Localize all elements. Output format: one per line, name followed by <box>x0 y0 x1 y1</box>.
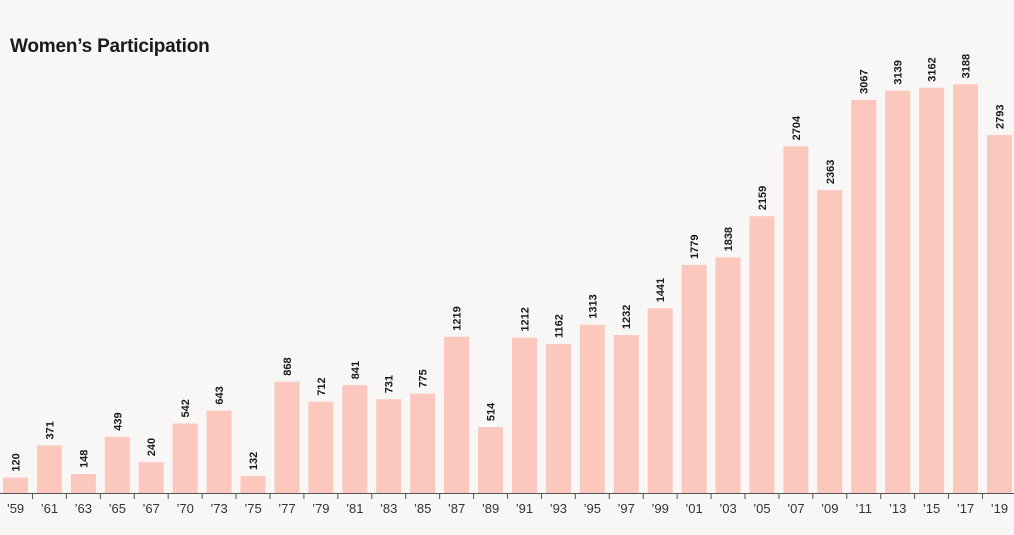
value-label-20: 1779 <box>689 234 701 258</box>
x-tick-label-25: ’11 <box>856 501 872 516</box>
value-label-27: 3162 <box>927 57 939 81</box>
bar-25 <box>851 99 877 493</box>
x-tick-label-18: ’97 <box>618 501 635 516</box>
x-tick-label-24: ’09 <box>821 501 838 516</box>
x-tick-label-28: ’17 <box>957 501 974 516</box>
value-label-24: 2363 <box>825 160 837 184</box>
value-label-13: 1219 <box>452 306 464 330</box>
bar-7 <box>240 476 266 493</box>
value-label-25: 3067 <box>859 69 871 93</box>
x-tick-label-22: ’05 <box>753 501 770 516</box>
bar-12 <box>410 393 436 493</box>
x-tick-label-29: ’19 <box>991 501 1008 516</box>
bar-2 <box>70 474 96 493</box>
bar-5 <box>172 423 198 493</box>
x-tick-label-27: ’15 <box>923 501 940 516</box>
bar-26 <box>885 90 911 494</box>
bar-8 <box>274 381 300 493</box>
x-tick-label-13: ’87 <box>448 501 465 516</box>
value-label-26: 3139 <box>893 60 905 84</box>
bar-1 <box>36 445 62 493</box>
value-label-6: 643 <box>214 386 226 404</box>
value-label-18: 1232 <box>621 305 633 329</box>
bar-3 <box>104 436 130 493</box>
x-tick-label-19: ’99 <box>651 501 668 516</box>
bar-19 <box>647 308 673 493</box>
x-tick-label-20: ’01 <box>685 501 702 516</box>
bar-24 <box>817 190 843 493</box>
value-label-29: 2793 <box>994 105 1006 129</box>
bar-0 <box>3 477 28 493</box>
value-label-5: 542 <box>180 399 192 417</box>
x-tick-label-21: ’03 <box>719 501 736 516</box>
bar-29 <box>986 134 1012 494</box>
x-tick-label-10: ’81 <box>346 501 363 516</box>
x-tick-label-8: ’77 <box>278 501 295 516</box>
x-tick-label-0: ’59 <box>7 501 24 516</box>
bar-20 <box>681 264 707 493</box>
value-label-10: 841 <box>350 361 362 379</box>
value-label-21: 1838 <box>723 227 735 251</box>
value-label-7: 132 <box>248 452 260 470</box>
value-label-4: 240 <box>146 438 158 456</box>
bar-21 <box>715 257 741 493</box>
x-tick-label-17: ’95 <box>584 501 601 516</box>
value-label-14: 514 <box>486 402 498 421</box>
bar-23 <box>783 146 809 493</box>
value-label-11: 731 <box>384 375 396 393</box>
bar-14 <box>478 427 504 493</box>
x-tick-label-15: ’91 <box>516 501 533 516</box>
value-label-19: 1441 <box>655 278 667 302</box>
bar-16 <box>545 344 571 493</box>
bar-17 <box>579 324 605 493</box>
value-label-23: 2704 <box>791 115 803 140</box>
bar-10 <box>342 385 368 493</box>
x-tick-label-7: ’75 <box>244 501 261 516</box>
x-tick-label-4: ’67 <box>143 501 160 516</box>
x-tick-label-2: ’63 <box>75 501 92 516</box>
bar-13 <box>444 336 470 493</box>
value-label-16: 1162 <box>553 314 565 338</box>
x-tick-label-11: ’83 <box>380 501 397 516</box>
chart-title: Women’s Participation <box>10 36 210 57</box>
value-label-2: 148 <box>78 450 90 468</box>
x-tick-label-9: ’79 <box>312 501 329 516</box>
bar-9 <box>308 401 334 493</box>
value-label-15: 1212 <box>519 307 531 331</box>
value-label-8: 868 <box>282 357 294 375</box>
value-label-28: 3188 <box>961 54 973 78</box>
value-label-9: 712 <box>316 377 328 395</box>
x-tick-label-5: ’70 <box>176 501 193 516</box>
value-label-22: 2159 <box>757 186 769 210</box>
bar-4 <box>138 462 164 493</box>
bar-18 <box>613 335 639 493</box>
value-label-3: 439 <box>112 412 124 430</box>
x-tick-label-23: ’07 <box>787 501 804 516</box>
bar-22 <box>749 216 775 494</box>
x-tick-label-1: ’61 <box>41 501 58 516</box>
bar-27 <box>919 87 945 494</box>
value-label-1: 371 <box>44 421 56 439</box>
value-label-12: 775 <box>418 369 430 387</box>
bar-15 <box>511 337 537 493</box>
bar-11 <box>376 399 402 493</box>
bar-28 <box>953 84 979 494</box>
value-label-0: 120 <box>11 453 23 471</box>
x-tick-label-14: ’89 <box>482 501 499 516</box>
bar-6 <box>206 410 232 493</box>
x-tick-label-3: ’65 <box>109 501 126 516</box>
x-tick-label-16: ’93 <box>550 501 567 516</box>
x-tick-label-26: ’13 <box>889 501 906 516</box>
x-tick-label-12: ’85 <box>414 501 431 516</box>
value-label-17: 1313 <box>587 294 599 318</box>
x-tick-label-6: ’73 <box>210 501 227 516</box>
